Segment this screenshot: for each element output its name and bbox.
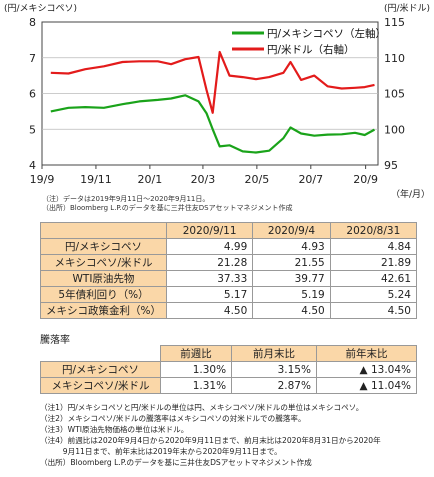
left-tick-label: 7 bbox=[29, 52, 36, 65]
table-cell: 4.50 bbox=[329, 302, 418, 319]
footnotes: （注1）円/メキシコペソと円/米ドルの単位は円、メキシコペソ/米ドルの単位はメキ… bbox=[40, 402, 381, 468]
table-row: メキシコペソ/米ドル 21.28 21.55 21.89 bbox=[40, 254, 418, 271]
column-header: 前月末比 bbox=[231, 345, 317, 362]
x-tick-label: 20/3 bbox=[191, 173, 216, 186]
table-cell: 4.84 bbox=[329, 238, 418, 255]
row-label: 円/メキシコペソ bbox=[40, 238, 167, 255]
right-tick-label: 105 bbox=[384, 88, 405, 101]
table-cell: 21.28 bbox=[165, 254, 254, 271]
table-cell: 5.24 bbox=[329, 286, 418, 303]
chart-note: （注）データは2019年9月11日～2020年9月11日。 bbox=[42, 195, 210, 203]
series-lines bbox=[50, 50, 376, 154]
column-header: 前週比 bbox=[159, 345, 233, 362]
row-label: 円/メキシコペソ bbox=[40, 361, 161, 378]
footnote: （注2）メキシコペソ/米ドルの騰落率はメキシコペソの対米ドルでの騰落率。 bbox=[40, 414, 306, 423]
table-row: メキシコ政策金利（%） 4.50 4.50 4.50 bbox=[40, 302, 418, 319]
right-axis-ticks: 95 100 105 110 115 bbox=[384, 16, 405, 172]
x-axis-unit: （年/月） bbox=[391, 188, 430, 200]
left-tick-label: 4 bbox=[29, 159, 36, 172]
table-cell: 4.99 bbox=[165, 238, 254, 255]
x-tick-label: 20/5 bbox=[245, 173, 270, 186]
column-header: 2020/8/31 bbox=[329, 222, 418, 239]
table-header-row: 2020/9/11 2020/9/4 2020/8/31 bbox=[40, 222, 418, 239]
table-cell: 21.89 bbox=[329, 254, 418, 271]
grid-lines bbox=[42, 57, 378, 130]
x-tick-label: 20/7 bbox=[298, 173, 323, 186]
table-row: 5年債利回り（%） 5.17 5.19 5.24 bbox=[40, 286, 418, 303]
row-label: メキシコペソ/米ドル bbox=[40, 254, 167, 271]
legend-label-mxn: 円/メキシコペソ（左軸） bbox=[267, 27, 386, 40]
row-label: 5年債利回り（%） bbox=[40, 286, 167, 303]
x-axis-ticks: 19/9 19/11 20/1 20/3 20/5 20/7 20/9 bbox=[30, 165, 378, 186]
right-tick-label: 95 bbox=[384, 159, 398, 172]
legend-label-usd: 円/米ドル（右軸） bbox=[267, 43, 355, 56]
table-cell: ▲ 11.04% bbox=[315, 377, 418, 394]
table-row: メキシコペソ/米ドル 1.31% 2.87% ▲ 11.04% bbox=[40, 377, 418, 394]
footnote: （注1）円/メキシコペソと円/米ドルの単位は円、メキシコペソ/米ドルの単位はメキ… bbox=[40, 403, 364, 412]
table-cell: 1.31% bbox=[159, 377, 233, 394]
x-tick-label: 20/9 bbox=[353, 173, 378, 186]
table-cell: 4.93 bbox=[252, 238, 331, 255]
table-cell: 4.50 bbox=[165, 302, 254, 319]
table-cell: 42.61 bbox=[329, 270, 418, 287]
table-cell: 5.19 bbox=[252, 286, 331, 303]
x-tick-label: 19/9 bbox=[30, 173, 55, 186]
footnote: （出所）Bloomberg L.P.のデータを基に三井住友DSアセットマネジメン… bbox=[40, 458, 312, 467]
right-tick-label: 115 bbox=[384, 16, 405, 29]
table-cell: 3.15% bbox=[231, 361, 317, 378]
left-tick-label: 5 bbox=[29, 123, 36, 136]
table-cell: 5.17 bbox=[165, 286, 254, 303]
right-tick-label: 110 bbox=[384, 52, 405, 65]
column-header: 2020/9/11 bbox=[165, 222, 254, 239]
left-tick-label: 6 bbox=[29, 88, 36, 101]
row-label: メキシコペソ/米ドル bbox=[40, 377, 161, 394]
left-axis-label: (円/メキシコペソ) bbox=[4, 3, 77, 14]
legend: 円/メキシコペソ（左軸） 円/米ドル（右軸） bbox=[232, 27, 386, 56]
footnote: 9月11日まで、前年末比は2019年末から2020年9月11日まで。 bbox=[40, 447, 282, 456]
column-header: 前年末比 bbox=[315, 345, 418, 362]
x-tick-label: 19/11 bbox=[80, 173, 112, 186]
table-corner bbox=[40, 222, 167, 239]
right-axis-label: (円/米ドル) bbox=[384, 2, 430, 14]
table-cell: 1.30% bbox=[159, 361, 233, 378]
table-header-row: 前週比 前月末比 前年末比 bbox=[40, 345, 418, 362]
row-label: メキシコ政策金利（%） bbox=[40, 302, 167, 319]
row-label: WTI原油先物 bbox=[40, 270, 167, 287]
table-row: WTI原油先物 37.33 39.77 42.61 bbox=[40, 270, 418, 287]
table-cell: 37.33 bbox=[165, 270, 254, 287]
footnote: （注3）WTI原油先物価格の単位は米ドル。 bbox=[40, 425, 189, 434]
chart-source: （出所）Bloomberg L.P.のデータを基に三井住友DSアセットマネジメン… bbox=[42, 204, 293, 212]
column-header: 2020/9/4 bbox=[252, 222, 331, 239]
series-line-usd bbox=[50, 50, 375, 114]
left-axis-ticks: 4 5 6 7 8 bbox=[29, 16, 36, 172]
table-row: 円/メキシコペソ 1.30% 3.15% ▲ 13.04% bbox=[40, 361, 418, 378]
footnote: （注4）前週比は2020年9月4日から2020年9月11日まで、前月末比は202… bbox=[40, 436, 381, 445]
left-tick-label: 8 bbox=[29, 16, 36, 29]
table-row: 円/メキシコペソ 4.99 4.93 4.84 bbox=[40, 238, 418, 255]
change-rate-title: 騰落率 bbox=[40, 335, 70, 346]
table-cell: 39.77 bbox=[252, 270, 331, 287]
table-corner bbox=[40, 345, 161, 362]
table-cell: ▲ 13.04% bbox=[315, 361, 418, 378]
change-rate-table: 前週比 前月末比 前年末比 円/メキシコペソ 1.30% 3.15% ▲ 13.… bbox=[40, 345, 418, 394]
series-line-mxn bbox=[50, 94, 376, 154]
table-cell: 4.50 bbox=[252, 302, 331, 319]
table-cell: 21.55 bbox=[252, 254, 331, 271]
table-cell: 2.87% bbox=[231, 377, 317, 394]
market-table: 2020/9/11 2020/9/4 2020/8/31 円/メキシコペソ 4.… bbox=[40, 222, 418, 319]
right-tick-label: 100 bbox=[384, 123, 405, 136]
x-tick-label: 20/1 bbox=[138, 173, 163, 186]
